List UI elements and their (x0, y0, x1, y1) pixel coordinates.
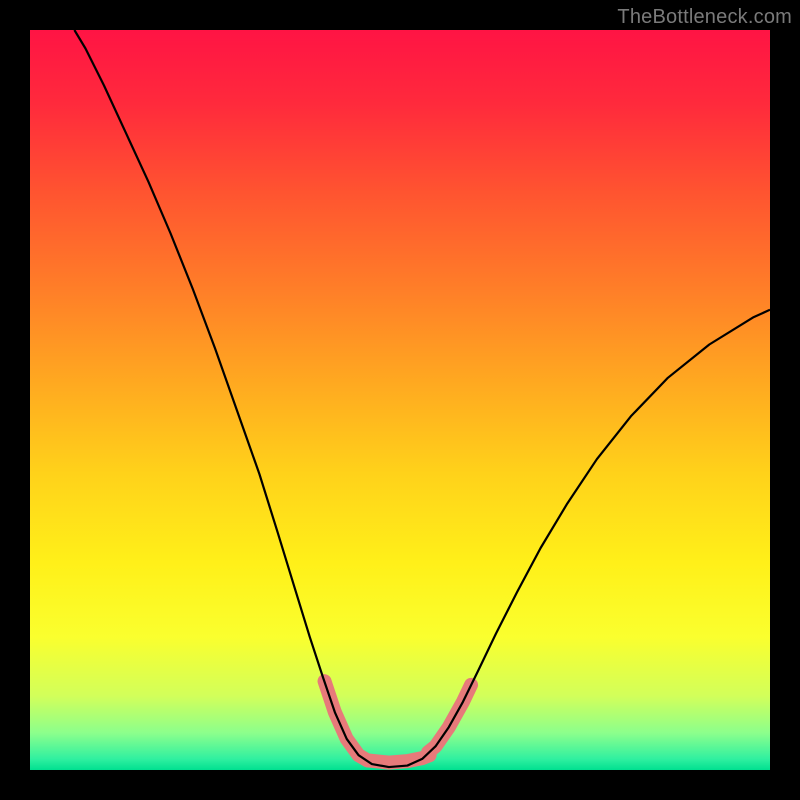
watermark-text: TheBottleneck.com (617, 6, 792, 29)
gradient-background (30, 30, 770, 770)
chart-plot-area (30, 30, 770, 770)
bottleneck-chart (30, 30, 770, 770)
